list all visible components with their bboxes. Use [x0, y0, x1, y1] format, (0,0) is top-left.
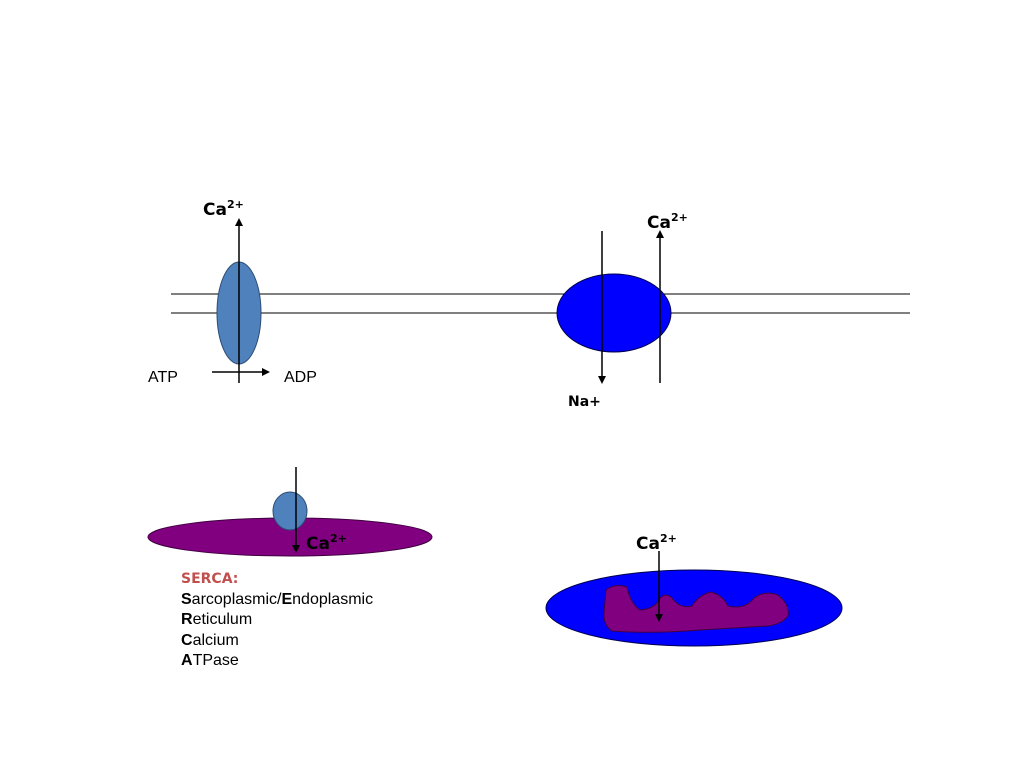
- adp-label: ADP: [284, 369, 317, 386]
- plasma-membrane: [171, 293, 910, 314]
- serca-line: Calcium: [181, 631, 239, 649]
- ca-label-mito: Ca2+: [636, 532, 677, 554]
- serca-definition: SERCA: Sarcoplasmic/Endoplasmic Reticulu…: [181, 569, 373, 672]
- serca-title: SERCA:: [181, 571, 239, 587]
- na-label: Na+: [568, 394, 601, 410]
- serca-line: ATPase: [181, 652, 239, 669]
- serca-line: Sarcoplasmic/Endoplasmic: [181, 590, 374, 608]
- mitochondrion-inner: [603, 585, 789, 633]
- serca-pump: [272, 491, 308, 531]
- atp-label: ATP: [148, 369, 178, 386]
- ncx-exchanger: [556, 273, 672, 353]
- ca-label-pump: Ca2+: [203, 198, 244, 220]
- serca-line: Reticulum: [181, 611, 253, 628]
- ca-label-er: Ca2+: [306, 532, 347, 554]
- ca-label-ncx: Ca2+: [647, 211, 688, 233]
